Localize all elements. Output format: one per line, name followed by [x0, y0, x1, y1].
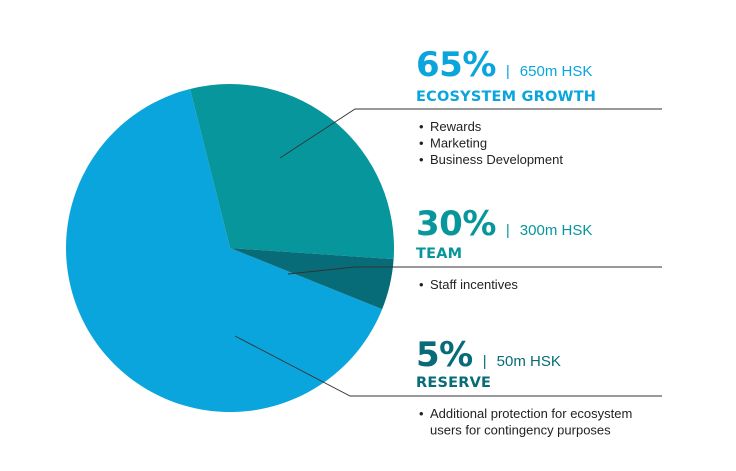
leader-lines — [234, 108, 662, 397]
bullet-item-ecosystem: Rewards — [430, 119, 482, 134]
amount-label-ecosystem: 650m HSK — [520, 63, 593, 80]
category-label-reserve: RESERVE — [416, 375, 491, 391]
bullet-symbol-reserve: • — [419, 406, 424, 421]
amount-label-reserve: 50m HSK — [497, 353, 561, 370]
leader-line-ecosystem — [279, 108, 662, 159]
bullet-symbol-team: • — [419, 277, 424, 292]
separator-reserve: | — [483, 353, 487, 370]
percent-value-ecosystem: 65% — [416, 45, 496, 85]
pie-slice-reserve — [230, 248, 394, 310]
percent-value-team: 30% — [416, 204, 496, 244]
percent-label-ecosystem: 65% | 650m HSK — [416, 45, 592, 85]
bullet-symbol-ecosystem: • — [419, 136, 424, 151]
separator-ecosystem: | — [506, 63, 510, 80]
percent-value-reserve: 5% — [416, 335, 473, 375]
percent-label-team: 30% | 300m HSK — [416, 204, 592, 244]
pie-slice-ecosystem — [66, 88, 383, 412]
category-label-team: TEAM — [416, 246, 462, 262]
bullet-item-ecosystem: Marketing — [430, 136, 487, 151]
pie-slice-team — [190, 83, 394, 260]
bullet-symbol-ecosystem: • — [419, 119, 424, 134]
leader-line-team — [287, 266, 662, 275]
bullet-item-reserve: Additional protection for ecosystem — [430, 406, 632, 421]
pie-slices — [66, 83, 394, 412]
percent-label-reserve: 5% | 50m HSK — [416, 335, 561, 375]
bullet-item-ecosystem: Business Development — [430, 152, 563, 167]
bullet-symbol-ecosystem: • — [419, 152, 424, 167]
separator-team: | — [506, 222, 510, 239]
amount-label-team: 300m HSK — [520, 222, 593, 239]
bullet-item-team: Staff incentives — [430, 277, 518, 292]
leader-line-reserve — [234, 335, 662, 397]
bullet-item-reserve: users for contingency purposes — [430, 423, 611, 438]
category-label-ecosystem: ECOSYSTEM GROWTH — [416, 89, 596, 105]
slice-labels: 65% | 650m HSK ECOSYSTEM GROWTH • Rewards • Mar… — [416, 45, 632, 438]
